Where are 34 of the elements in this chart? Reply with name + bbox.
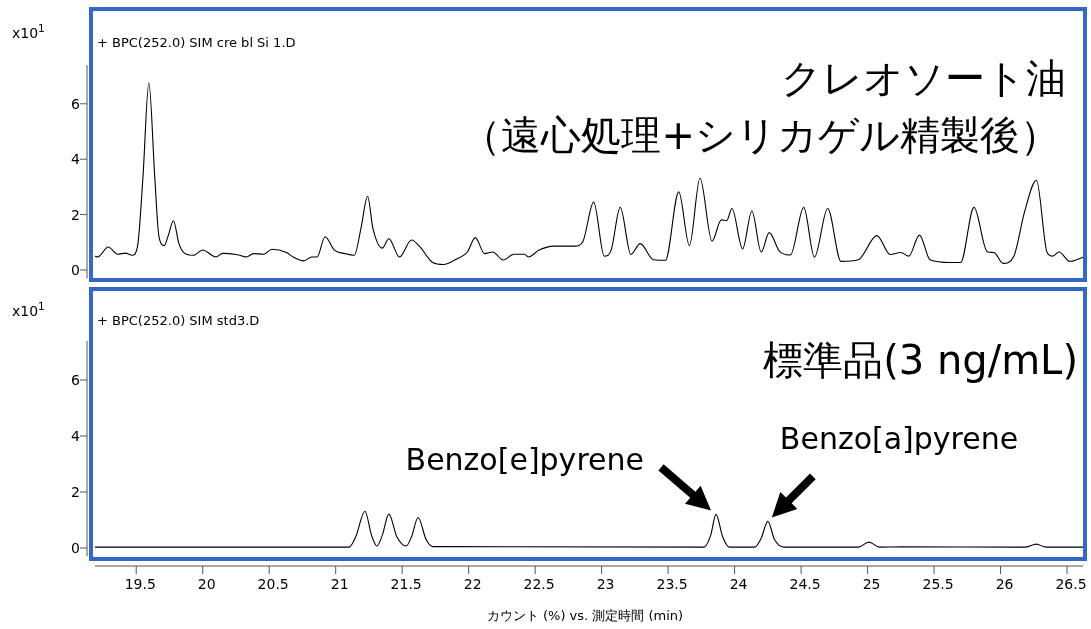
y-axis-title: x10$^{1}$ bbox=[12, 300, 45, 319]
x-tick-label: 26 bbox=[995, 576, 1014, 592]
y-tick-label: 6 bbox=[71, 95, 81, 112]
y-tick-label: 2 bbox=[71, 206, 80, 223]
annotation: Benzo[e]pyrene bbox=[405, 442, 644, 478]
x-tick-label: 23 bbox=[596, 576, 615, 592]
y-axis-title: x10$^{1}$ bbox=[12, 22, 45, 41]
x-tick-label: 26.5 bbox=[1055, 576, 1087, 592]
y-tick-label: 0 bbox=[71, 261, 80, 278]
line-series bbox=[94, 510, 1084, 548]
x-axis-title: カウント (%) vs. 測定時間 (min) bbox=[486, 608, 684, 623]
x-tick-label: 20.5 bbox=[257, 576, 289, 592]
annotation: クレオソート油 bbox=[781, 55, 1066, 101]
y-tick-label: 4 bbox=[71, 151, 81, 168]
y-tick-label: 2 bbox=[71, 484, 80, 500]
text: + BPC(252.0) SIM cre bl Si 1.D bbox=[97, 35, 296, 50]
y-tick-label: 0 bbox=[71, 540, 80, 556]
x-tick-label: 22 bbox=[463, 576, 482, 592]
x-tick-label: 21 bbox=[330, 576, 349, 592]
x-tick-label: 25.5 bbox=[922, 576, 954, 592]
x-tick-label: 23.5 bbox=[656, 576, 688, 592]
y-tick-label: 4 bbox=[71, 428, 81, 444]
x-tick-label: 24 bbox=[729, 576, 748, 592]
x-tick-label: 20 bbox=[197, 576, 216, 592]
annotation: 標準品(3 ng/mL) bbox=[763, 337, 1078, 383]
y-tick-label: 6 bbox=[71, 372, 81, 388]
annotation: （遠心処理+シリカゲル精製後） bbox=[461, 112, 1060, 158]
x-tick-label: 19.5 bbox=[124, 576, 156, 592]
x-tick-label: 25 bbox=[862, 576, 881, 592]
annotation: Benzo[a]pyrene bbox=[779, 421, 1019, 457]
x-tick-label: 24.5 bbox=[789, 576, 821, 592]
x-tick-label: 22.5 bbox=[523, 576, 555, 592]
x-tick-label: 21.5 bbox=[390, 576, 422, 592]
text: + BPC(252.0) SIM std3.D bbox=[97, 313, 260, 328]
